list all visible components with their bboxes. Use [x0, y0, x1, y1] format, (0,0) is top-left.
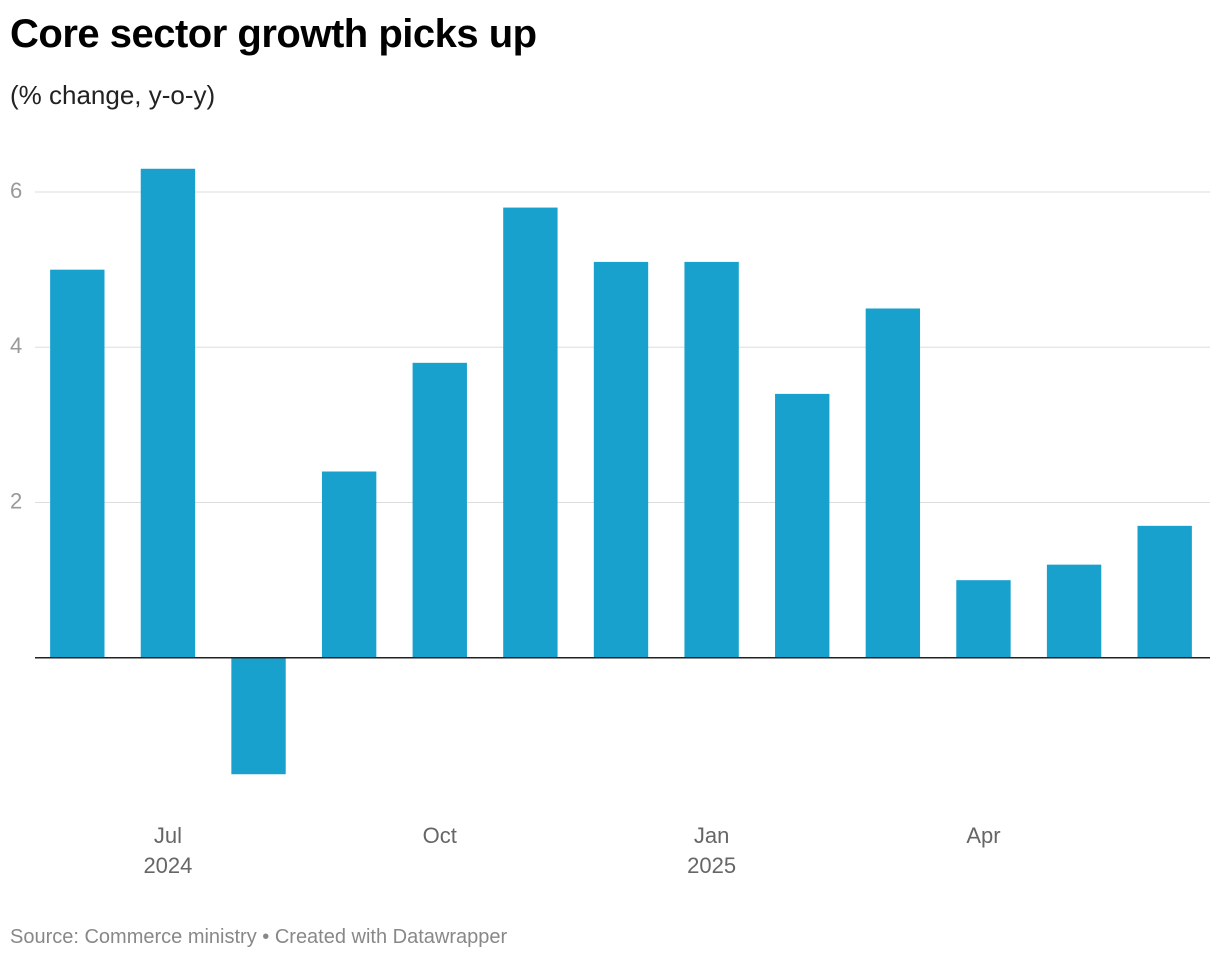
bar: [503, 207, 558, 658]
bar: [231, 657, 286, 775]
x-tick-label: Oct: [422, 823, 457, 848]
x-tick-label: Apr: [966, 823, 1001, 848]
bar: [593, 261, 649, 658]
bar: [321, 471, 377, 658]
x-tick-label: Jul 2024: [143, 823, 193, 878]
bar: [140, 168, 196, 658]
bar: [956, 580, 1011, 658]
x-tick-label: Jan 2025: [687, 823, 737, 878]
bar: [50, 269, 105, 658]
y-tick-label: 2: [10, 488, 22, 513]
bar: [684, 261, 739, 658]
chart-subtitle: (% change, y-o-y): [10, 80, 216, 110]
bar: [1046, 564, 1102, 658]
bar: [1137, 525, 1192, 658]
bar: [775, 393, 830, 658]
source-note: Source: Commerce ministry • Created with…: [10, 926, 508, 948]
chart-title: Core sector growth picks up: [10, 12, 537, 56]
bar: [412, 362, 467, 658]
y-tick-label: 6: [10, 178, 22, 203]
bar: [865, 308, 921, 658]
y-tick-label: 4: [10, 333, 22, 358]
